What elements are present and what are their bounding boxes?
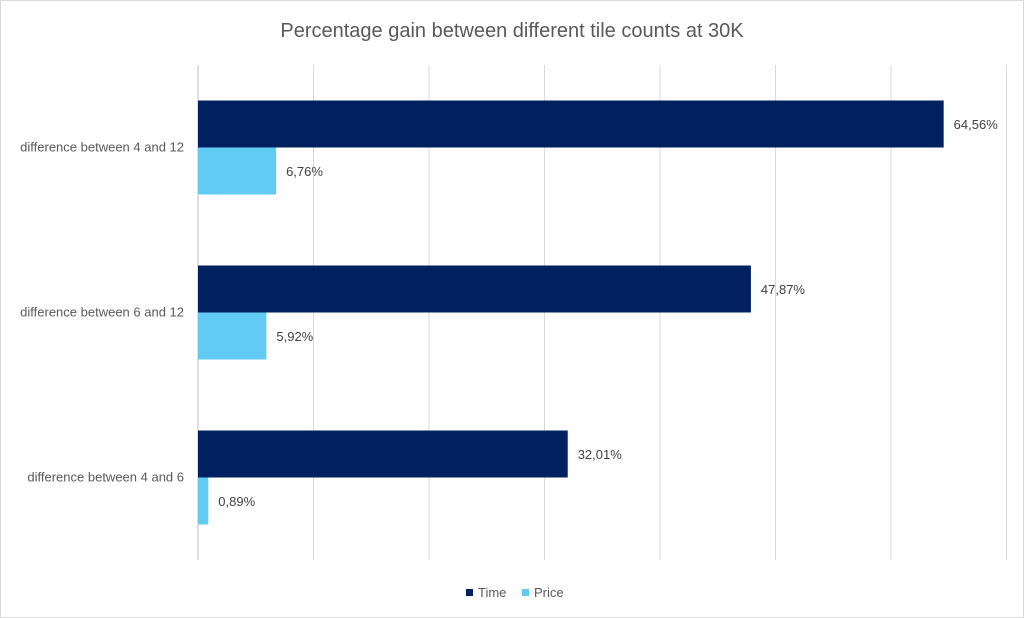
category-label: difference between 6 and 12 [20,305,184,320]
data-labels: 64,56% 6,76% 47,87% 5,92% 32,01% 0,89% [218,117,998,509]
category-label: difference between 4 and 6 [27,470,184,485]
legend-swatch-time [466,589,473,596]
category-label: difference between 4 and 12 [20,140,184,155]
legend-label-time: Time [478,585,506,600]
data-label: 6,76% [286,164,323,179]
data-label: 47,87% [761,282,806,297]
data-label: 0,89% [218,494,255,509]
legend-swatch-price [522,589,529,596]
bar-time [198,100,944,148]
legend-label-price: Price [534,585,564,600]
bar-price [198,147,277,195]
bars [198,100,944,525]
bar-time [198,265,751,313]
category-labels: difference between 4 and 12 difference be… [20,140,184,485]
data-label: 5,92% [276,329,313,344]
chart-title: Percentage gain between different tile c… [280,20,744,42]
bar-time [198,430,568,478]
bar-price [198,477,209,525]
bar-price [198,312,267,360]
legend: Time Price [466,585,564,600]
data-label: 32,01% [578,447,623,462]
data-label: 64,56% [954,117,999,132]
